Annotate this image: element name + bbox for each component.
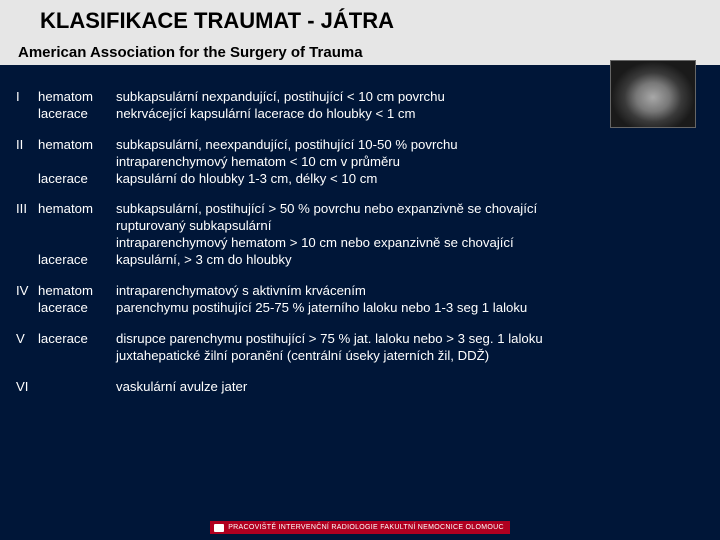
table-row: I hematom subkapsulární nexpandující, po… (12, 75, 702, 106)
desc-cell: parenchymu postihující 25-75 % jaterního… (112, 300, 702, 317)
table-row: intraparenchymový hematom > 10 cm nebo e… (12, 235, 702, 252)
type-cell: lacerace (34, 252, 112, 269)
type-cell: lacerace (34, 300, 112, 317)
grade-cell: II (12, 123, 34, 154)
classification-table: I hematom subkapsulární nexpandující, po… (12, 75, 702, 395)
header-bar: KLASIFIKACE TRAUMAT - JÁTRA American Ass… (0, 0, 720, 65)
page-title: KLASIFIKACE TRAUMAT - JÁTRA (18, 8, 702, 34)
desc-cell: subkapsulární, postihující > 50 % povrch… (112, 187, 702, 218)
table-row: II hematom subkapsulární, neexpandující,… (12, 123, 702, 154)
desc-cell: juxtahepatické žilní poranění (centrální… (112, 348, 702, 365)
desc-cell: disrupce parenchymu postihující > 75 % j… (112, 317, 702, 348)
table-row: lacerace kapsulární, > 3 cm do hloubky (12, 252, 702, 269)
type-cell (34, 154, 112, 171)
desc-cell: intraparenchymatový s aktivním krvácením (112, 269, 702, 300)
table-row: V lacerace disrupce parenchymu postihují… (12, 317, 702, 348)
desc-cell: kapsulární, > 3 cm do hloubky (112, 252, 702, 269)
type-cell: hematom (34, 75, 112, 106)
type-cell: lacerace (34, 317, 112, 348)
page-subtitle: American Association for the Surgery of … (18, 44, 702, 61)
desc-cell: intraparenchymový hematom < 10 cm v prům… (112, 154, 702, 171)
type-cell: hematom (34, 123, 112, 154)
type-cell: hematom (34, 187, 112, 218)
footer: PRACOVIŠTĚ INTERVENČNÍ RADIOLOGIE FAKULT… (0, 516, 720, 534)
grade-cell: IV (12, 269, 34, 300)
table-row: lacerace nekrvácející kapsulární lacerac… (12, 106, 702, 123)
type-cell: lacerace (34, 106, 112, 123)
table-row: III hematom subkapsulární, postihující >… (12, 187, 702, 218)
desc-cell: vaskulární avulze jater (112, 365, 702, 396)
type-cell: hematom (34, 269, 112, 300)
grade-cell: I (12, 75, 34, 106)
desc-cell: rupturovaný subkapsulární (112, 218, 702, 235)
desc-cell: intraparenchymový hematom > 10 cm nebo e… (112, 235, 702, 252)
footer-badge: PRACOVIŠTĚ INTERVENČNÍ RADIOLOGIE FAKULT… (210, 521, 510, 534)
grade-cell: V (12, 317, 34, 348)
table-row: lacerace kapsulární do hloubky 1-3 cm, d… (12, 171, 702, 188)
type-cell (34, 348, 112, 365)
type-cell (34, 218, 112, 235)
table-row: VI vaskulární avulze jater (12, 365, 702, 396)
grade-cell: III (12, 187, 34, 218)
type-cell (34, 235, 112, 252)
table-row: intraparenchymový hematom < 10 cm v prům… (12, 154, 702, 171)
desc-cell: kapsulární do hloubky 1-3 cm, délky < 10… (112, 171, 702, 188)
table-row: rupturovaný subkapsulární (12, 218, 702, 235)
type-cell: lacerace (34, 171, 112, 188)
table-row: lacerace parenchymu postihující 25-75 % … (12, 300, 702, 317)
grade-cell: VI (12, 365, 34, 396)
table-row: juxtahepatické žilní poranění (centrální… (12, 348, 702, 365)
ct-scan-thumbnail (610, 60, 696, 128)
type-cell (34, 365, 112, 396)
table-row: IV hematom intraparenchymatový s aktivní… (12, 269, 702, 300)
